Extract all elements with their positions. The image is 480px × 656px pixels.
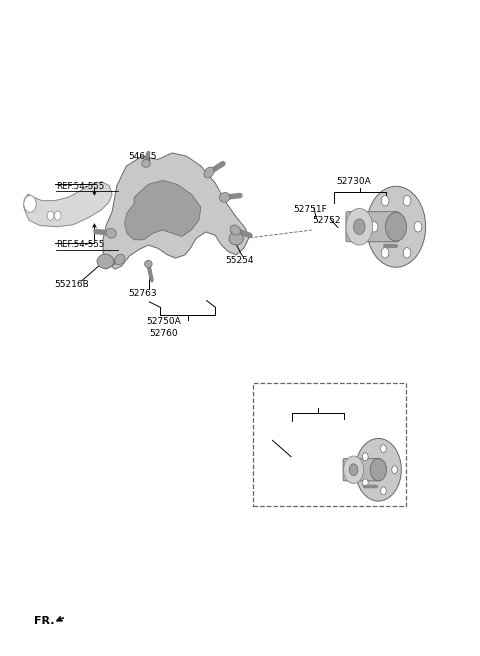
Circle shape — [356, 438, 401, 501]
Text: 52763: 52763 — [128, 289, 156, 298]
Text: 52752: 52752 — [312, 216, 341, 226]
Circle shape — [370, 222, 378, 232]
Text: 55254: 55254 — [225, 256, 253, 265]
Ellipse shape — [144, 260, 152, 268]
Circle shape — [354, 219, 365, 235]
Circle shape — [381, 487, 386, 495]
Bar — [253, 383, 406, 506]
Circle shape — [392, 466, 397, 474]
Circle shape — [344, 456, 364, 483]
Text: 52751F: 52751F — [294, 205, 327, 214]
Text: REF.54-555: REF.54-555 — [56, 240, 105, 249]
Circle shape — [24, 195, 36, 213]
Ellipse shape — [219, 192, 230, 202]
Circle shape — [414, 222, 422, 232]
Text: REF.54-555: REF.54-555 — [56, 182, 105, 191]
Circle shape — [381, 445, 386, 453]
Text: 52730A: 52730A — [336, 177, 371, 186]
Circle shape — [362, 479, 368, 487]
Circle shape — [403, 195, 411, 206]
Circle shape — [403, 247, 411, 258]
Ellipse shape — [142, 159, 150, 167]
Text: (4WD): (4WD) — [253, 394, 282, 403]
Ellipse shape — [229, 232, 243, 245]
Circle shape — [366, 186, 426, 267]
Polygon shape — [103, 153, 249, 269]
Ellipse shape — [115, 254, 125, 264]
FancyBboxPatch shape — [346, 212, 399, 242]
Text: 52752: 52752 — [253, 438, 282, 447]
Text: 52730A: 52730A — [291, 407, 326, 415]
FancyBboxPatch shape — [343, 459, 381, 481]
Ellipse shape — [97, 254, 114, 268]
Circle shape — [381, 195, 389, 206]
Text: 55216B: 55216B — [55, 279, 89, 289]
Circle shape — [370, 459, 386, 481]
Ellipse shape — [204, 167, 214, 178]
Circle shape — [385, 213, 407, 241]
Circle shape — [362, 453, 368, 461]
Text: 52760: 52760 — [149, 329, 178, 338]
Circle shape — [349, 464, 358, 476]
Circle shape — [346, 209, 372, 245]
Text: 52750A: 52750A — [146, 317, 181, 326]
Polygon shape — [124, 180, 201, 240]
Circle shape — [47, 211, 54, 220]
Circle shape — [381, 247, 389, 258]
Text: FR.: FR. — [34, 615, 54, 626]
Text: 54645: 54645 — [128, 152, 156, 161]
Polygon shape — [24, 182, 112, 227]
Ellipse shape — [230, 225, 240, 235]
Ellipse shape — [106, 228, 116, 238]
Circle shape — [54, 211, 61, 220]
